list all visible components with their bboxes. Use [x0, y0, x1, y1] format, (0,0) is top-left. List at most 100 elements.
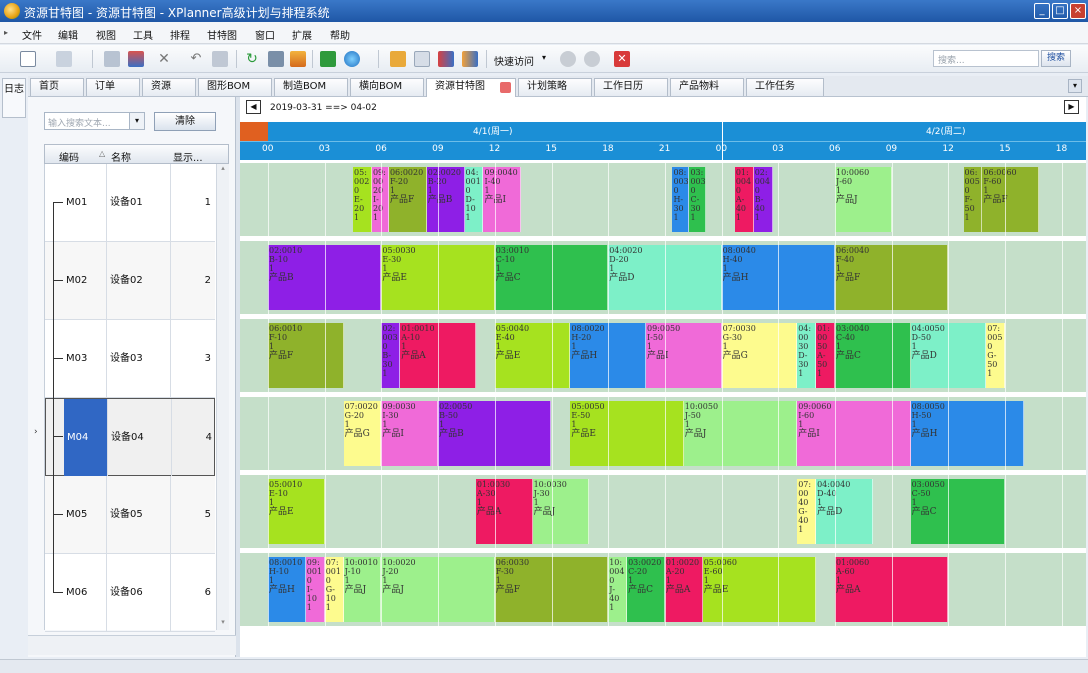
gantt-task-bar[interactable]: 09:0030 I-30 1 产品I [381, 401, 439, 466]
minimize-button[interactable]: _ [1034, 3, 1050, 19]
gantt-task-bar[interactable]: 02:0050 B-50 1 产品B [438, 401, 552, 466]
menu-schedule[interactable]: 排程 [170, 31, 190, 42]
gantt-task-bar[interactable]: 05: 002 0 E- 20 1 [353, 167, 372, 232]
calendar-icon[interactable] [390, 51, 406, 67]
menu-view[interactable]: 视图 [96, 31, 116, 42]
menu-gantt[interactable]: 甘特图 [207, 31, 237, 42]
gantt-task-bar[interactable]: 07: 00 40 G- 40 1 [797, 479, 817, 544]
gantt-task-bar[interactable]: 03:0040 C-40 1 产品C [835, 323, 911, 388]
menu-file[interactable]: 文件 [22, 31, 42, 42]
tab-horizontal-bom[interactable]: 横向BOM [350, 78, 424, 96]
gantt-task-bar[interactable]: 01:0030 A-30 1 产品A [475, 479, 533, 544]
scroll-right-button[interactable]: ▶ [1064, 100, 1079, 114]
gantt-task-bar[interactable]: 08:0010 H-10 1 产品H [268, 557, 306, 622]
gantt-task-bar[interactable]: 10:0050 J-50 1 产品J [683, 401, 798, 466]
scroll-left-button[interactable]: ◀ [246, 100, 261, 114]
gantt-task-bar[interactable]: 04: 00 30 D- 30 1 [797, 323, 817, 388]
gantt-task-bar[interactable]: 10:0020 J-20 1 产品J [381, 557, 495, 622]
grid-view-icon[interactable] [268, 51, 284, 67]
column-header-display[interactable]: 显示... [173, 153, 203, 164]
chart-icon[interactable] [290, 51, 306, 67]
gantt-task-bar[interactable]: 06:0030 F-30 1 产品F [494, 557, 609, 622]
scroll-up-icon[interactable]: ▴ [221, 164, 225, 172]
gantt-task-bar[interactable]: 04: 001 0 D- 10 1 [464, 167, 484, 232]
gantt-task-bar[interactable]: 06:0020 F-20 1 产品F [388, 167, 427, 232]
table-row[interactable]: M02 设备02 2 [45, 242, 215, 320]
menu-help[interactable]: 帮助 [330, 31, 350, 42]
globe-icon[interactable] [344, 51, 360, 67]
gantt-task-bar[interactable]: 09: 00 20 I- 20 1 [371, 167, 389, 232]
gantt-task-bar[interactable]: 10:0010 J-10 1 产品J [343, 557, 382, 622]
tab-list-dropdown-icon[interactable]: ▾ [1068, 79, 1082, 93]
gantt-task-bar[interactable]: 05:0010 E-10 1 产品E [268, 479, 325, 544]
log-side-tab[interactable]: 日志 [2, 78, 26, 118]
gantt-task-bar[interactable]: 03: 003 0 C- 30 1 [689, 167, 707, 232]
gantt-task-bar[interactable]: 07:0030 G-30 1 产品G [721, 323, 798, 388]
delete-icon[interactable]: ✕ [158, 51, 170, 67]
gantt-task-bar[interactable]: 02: 004 0 B- 40 1 [753, 167, 773, 232]
exit-icon[interactable]: ✕ [614, 51, 630, 67]
save-icon[interactable] [104, 51, 120, 67]
chevron-down-icon[interactable]: ▾ [129, 112, 145, 130]
gantt-task-bar[interactable]: 08:0050 H-50 1 产品H [910, 401, 1024, 466]
gantt-task-bar[interactable]: 06: 005 0 F- 50 1 [963, 167, 983, 232]
tab-resource-gantt[interactable]: 资源甘特图 [426, 78, 516, 97]
resource-search-input[interactable]: 输入搜索文本... [44, 112, 130, 130]
gantt-task-bar[interactable]: 04:0040 D-40 1 产品D [816, 479, 873, 544]
gantt-task-bar[interactable]: 01: 00 50 A- 50 1 [816, 323, 835, 388]
scroll-down-icon[interactable]: ▾ [221, 618, 225, 626]
tab-planning-strategy[interactable]: 计划策略 [518, 78, 592, 96]
close-button[interactable]: × [1070, 3, 1086, 19]
panel-splitter[interactable] [236, 97, 240, 657]
report-icon[interactable] [438, 51, 454, 67]
analysis-icon[interactable] [462, 51, 478, 67]
new-file-icon[interactable] [20, 51, 36, 67]
gantt-task-bar[interactable]: 02: 003 0 B- 30 1 [381, 323, 401, 388]
save-all-icon[interactable] [128, 51, 144, 67]
gantt-task-bar[interactable]: 07: 005 0 G- 50 1 [986, 323, 1006, 388]
gantt-task-bar[interactable]: 06:0060 F-60 1 产品F [982, 167, 1040, 232]
resource-grid-scrollbar[interactable]: ▴ ▾ [216, 164, 229, 630]
undo-icon[interactable]: ↶ [190, 51, 202, 66]
tab-close-icon[interactable] [500, 82, 511, 93]
menu-window[interactable]: 窗口 [255, 31, 275, 42]
table-row[interactable]: M05 设备05 5 [45, 476, 215, 554]
export-icon[interactable] [320, 51, 336, 67]
menu-tools[interactable]: 工具 [133, 31, 153, 42]
gantt-task-bar[interactable]: 05:0060 E-60 1 产品E [702, 557, 817, 622]
maximize-button[interactable]: □ [1052, 3, 1068, 19]
next-icon[interactable] [584, 51, 600, 67]
table-icon[interactable] [414, 51, 430, 67]
column-header-code[interactable]: 编码 [59, 153, 79, 164]
gantt-task-bar[interactable]: 10: 004 0 J- 40 1 [608, 557, 628, 622]
gantt-task-bar[interactable]: 10:0060 J-60 1 产品J [835, 167, 892, 232]
menu-edit[interactable]: 编辑 [58, 31, 78, 42]
redo-icon[interactable] [212, 51, 228, 67]
table-row-selected[interactable]: M04 设备04 4 [45, 398, 215, 477]
gantt-task-bar[interactable]: 09: 001 0 I- 10 1 [305, 557, 325, 622]
tab-orders[interactable]: 订单 [86, 78, 140, 96]
global-search-input[interactable]: 搜索... [933, 50, 1039, 67]
gantt-task-bar[interactable]: 04:0020 D-20 1 产品D [608, 245, 722, 310]
table-row[interactable]: M03 设备03 3 [45, 320, 215, 398]
gantt-task-bar[interactable]: 08:0040 H-40 1 产品H [721, 245, 835, 310]
refresh-icon[interactable]: ↻ [246, 51, 258, 67]
gantt-task-bar[interactable]: 01:0020 A-20 1 产品A [664, 557, 703, 622]
menu-extend[interactable]: 扩展 [292, 31, 312, 42]
clear-button[interactable]: 清除 [154, 112, 216, 131]
gantt-task-bar[interactable]: 03:0020 C-20 1 产品C [627, 557, 665, 622]
gantt-task-bar[interactable]: 08: 003 0 H- 30 1 [672, 167, 690, 232]
gantt-task-bar[interactable]: 05:0040 E-40 1 产品E [494, 323, 571, 388]
table-row[interactable]: M01 设备01 1 [45, 164, 215, 242]
quick-access-menu[interactable]: 快速访问 [494, 57, 534, 68]
global-search-button[interactable]: 搜索 [1041, 50, 1071, 67]
gantt-task-bar[interactable]: 06:0010 F-10 1 产品F [268, 323, 344, 388]
previous-icon[interactable] [560, 51, 576, 67]
gantt-task-bar[interactable]: 03:0050 C-50 1 产品C [910, 479, 1006, 544]
gantt-task-bar[interactable]: 03:0010 C-10 1 产品C [494, 245, 609, 310]
table-row[interactable]: M06 设备06 6 [45, 554, 215, 632]
tab-graphic-bom[interactable]: 图形BOM [198, 78, 272, 96]
tab-work-tasks[interactable]: 工作任务 [746, 78, 824, 96]
